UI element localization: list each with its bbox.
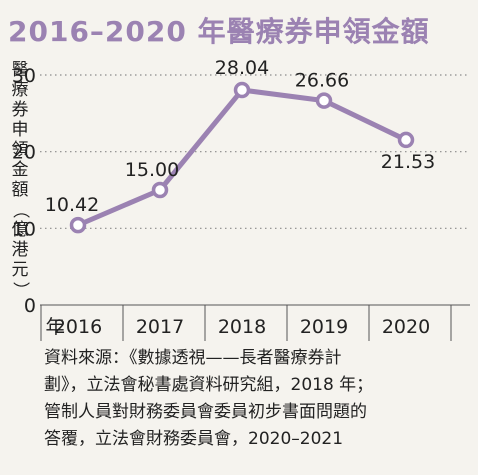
- data-point: [151, 181, 169, 199]
- data-point: [69, 216, 87, 234]
- y-axis-label-char: 領: [11, 140, 29, 160]
- x-tick-label: 2019: [300, 316, 348, 338]
- source-note: 資料來源：《數據透視——長者醫療券計劃》，立法會秘書處資料研究組，2018 年；…: [44, 345, 468, 453]
- data-point: [315, 92, 333, 109]
- y-axis-label-char: 醫: [11, 60, 29, 80]
- data-label: 10.42: [45, 194, 99, 216]
- y-tick-label: 20: [12, 142, 36, 164]
- x-tick-label: 2017: [136, 316, 184, 338]
- y-axis-label-char: 億: [11, 220, 29, 240]
- y-axis-label-char: 額: [11, 180, 29, 200]
- y-axis-label-char: 金: [11, 160, 29, 180]
- x-axis-prefix: 年: [45, 316, 64, 338]
- y-tick-label: 10: [12, 218, 36, 240]
- y-axis-label-char: 券: [11, 100, 29, 120]
- y-axis-label-char: 港: [11, 240, 29, 260]
- source-line: 答覆，立法會財務委員會，2020–2021: [44, 429, 344, 449]
- data-label: 26.66: [295, 70, 349, 92]
- y-axis-label-char: 元: [11, 260, 29, 280]
- y-axis-label-char: 療: [11, 80, 29, 100]
- data-point: [233, 81, 251, 99]
- y-tick-label: 30: [12, 65, 36, 87]
- source-line: 資料來源：《數據透視——長者醫療券計: [44, 348, 342, 368]
- chart-title: 2016–2020 年醫療券申領金額: [8, 15, 430, 48]
- x-tick-label: 2018: [218, 316, 266, 338]
- data-point: [397, 131, 415, 149]
- series-line: [75, 87, 409, 228]
- data-label: 28.04: [215, 57, 269, 79]
- y-axis-label-char: 申: [11, 120, 29, 140]
- y-tick-label: 0: [24, 295, 36, 317]
- y-axis-label: 醫療券申領金額（億港元）: [10, 60, 30, 300]
- x-tick-label: 2020: [382, 316, 430, 338]
- source-line: 管制人員對財務委員會委員初步書面問題的: [44, 402, 367, 422]
- data-label: 21.53: [381, 151, 435, 173]
- data-label: 15.00: [125, 159, 179, 181]
- x-tick-label: 2016: [54, 316, 102, 338]
- source-line: 劃》，立法會秘書處資料研究組，2018 年；: [44, 375, 374, 395]
